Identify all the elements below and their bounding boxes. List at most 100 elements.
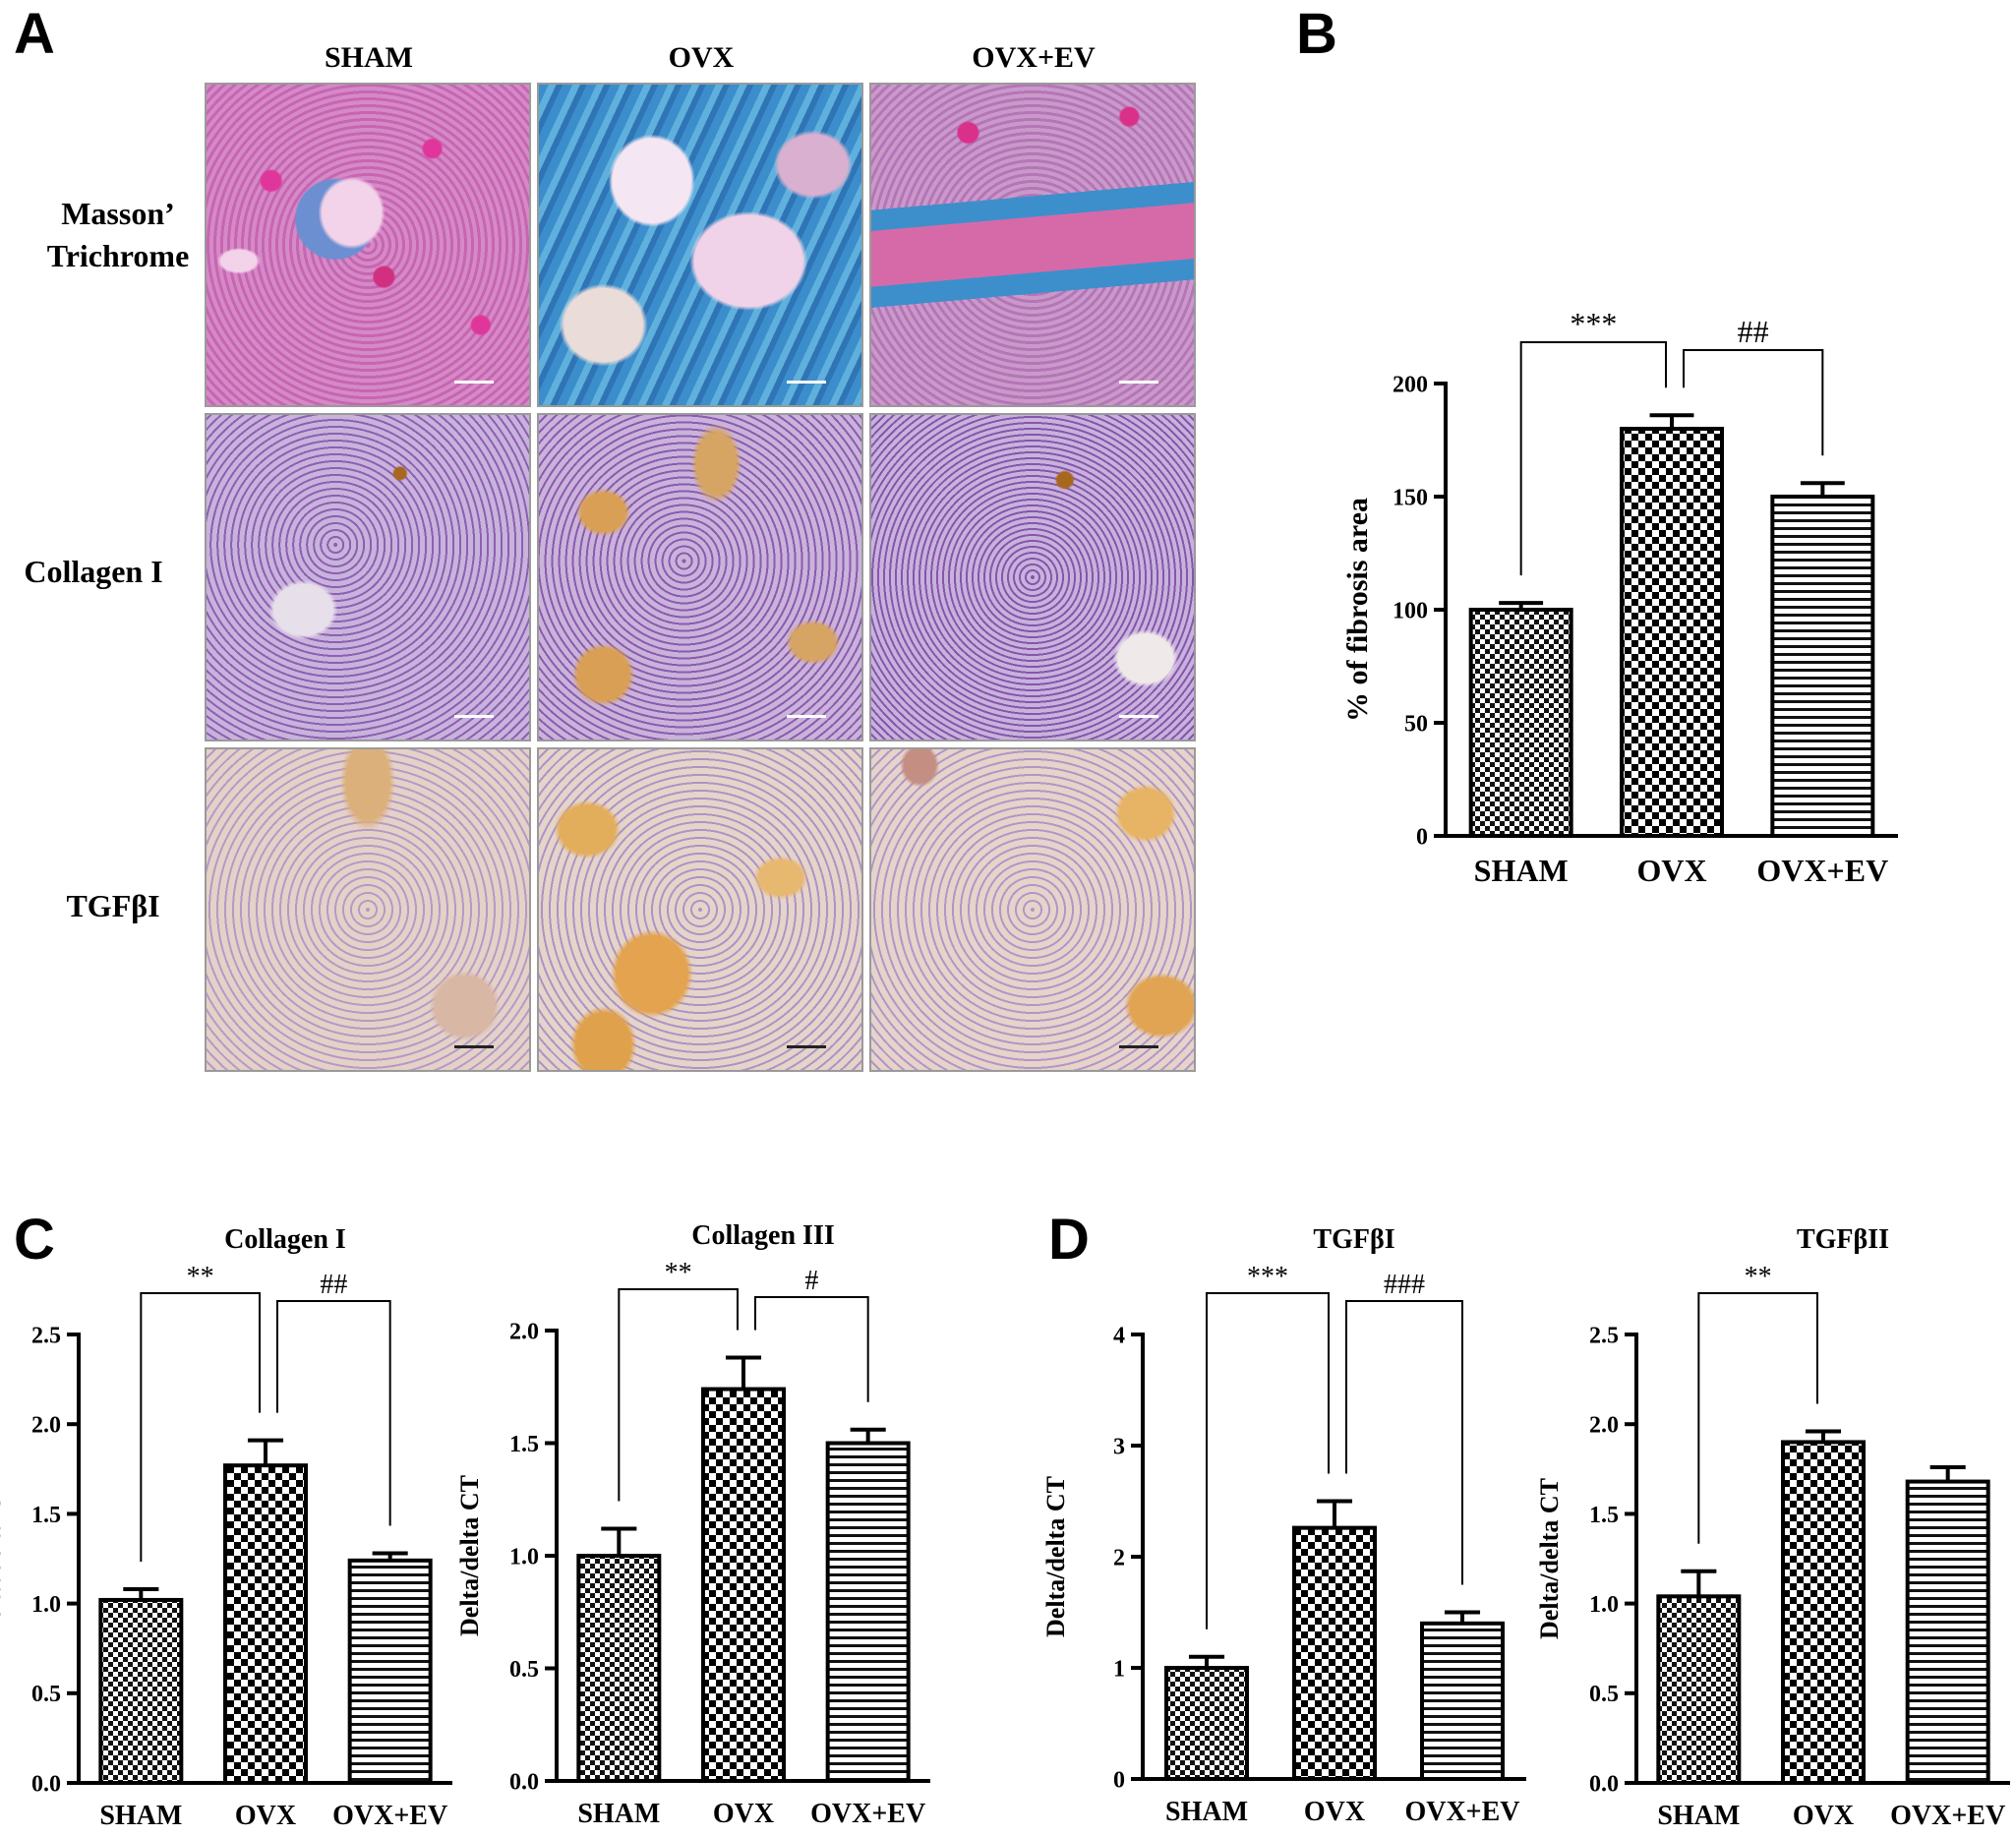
y-tick-label: 50: [1404, 711, 1428, 737]
chart-title: Collagen I: [224, 1224, 346, 1255]
row-header-line: Collagen I: [24, 554, 163, 589]
significance-bracket: [1519, 341, 1667, 576]
y-tick-label: 1.0: [509, 1544, 539, 1570]
significance-bracket: [618, 1288, 739, 1502]
x-tick-label: OVX+EV: [1404, 1797, 1519, 1827]
y-tick-label: 1.5: [31, 1503, 61, 1528]
panel-letter-a: A: [14, 2, 55, 66]
panel-letter-d: D: [1048, 1208, 1090, 1272]
y-tick-label: 0.0: [31, 1771, 61, 1797]
significance-label: ##: [1738, 314, 1769, 349]
significance-label: **: [1745, 1262, 1772, 1292]
x-tick-label: OVX: [1304, 1797, 1365, 1827]
y-axis-label: % of fibrosis area: [1341, 498, 1374, 722]
row-header-masson-trichrome: Masson’ Trichrome: [30, 193, 207, 277]
x-tick-label: OVX+EV: [332, 1801, 447, 1831]
x-tick-label: OVX+EV: [1756, 853, 1888, 888]
scale-bar: [787, 715, 826, 718]
x-tick-label: OVX: [1636, 853, 1706, 888]
x-tick-label: OVX: [713, 1799, 774, 1829]
scale-bar: [1119, 381, 1158, 384]
chart-title: TGFβII: [1797, 1224, 1889, 1255]
chart-title: Collagen III: [691, 1220, 834, 1251]
y-tick-label: 1: [1113, 1656, 1125, 1682]
scale-bar: [454, 381, 494, 384]
significance-bracket: [276, 1300, 391, 1526]
row-header-tgfbi: TGFβI: [39, 885, 187, 927]
significance-label: **: [665, 1258, 692, 1288]
x-tick-label: SHAM: [1657, 1801, 1740, 1831]
bar: [825, 1441, 911, 1783]
scale-bar: [454, 715, 494, 718]
significance-bracket: [1697, 1292, 1818, 1544]
bar: [1292, 1525, 1377, 1781]
scale-bar: [1119, 1045, 1158, 1048]
micrograph-tgfbi-ovx-ev: [869, 747, 1196, 1072]
y-tick-label: 4: [1113, 1323, 1125, 1348]
significance-bracket: [1345, 1300, 1463, 1585]
bar: [1656, 1594, 1742, 1785]
x-tick-label: SHAM: [1474, 853, 1569, 888]
panel-letter-c: C: [14, 1208, 55, 1272]
scale-bar: [787, 1045, 826, 1048]
significance-label: ##: [320, 1270, 347, 1300]
scale-bar: [787, 381, 826, 384]
bar: [576, 1554, 662, 1783]
y-tick-label: 2.0: [509, 1319, 539, 1344]
y-tick-label: 0: [1416, 824, 1428, 850]
significance-label: **: [187, 1262, 214, 1292]
significance-bracket: [1206, 1292, 1330, 1630]
bar: [1420, 1621, 1505, 1782]
y-tick-label: 1.0: [31, 1592, 61, 1618]
y-tick-label: 2.0: [31, 1413, 61, 1439]
y-tick-label: 100: [1393, 598, 1428, 623]
x-tick-label: OVX+EV: [1890, 1801, 2005, 1831]
row-header-line: TGFβI: [66, 888, 160, 923]
bar: [1781, 1440, 1866, 1785]
y-tick-label: 0.0: [509, 1769, 539, 1795]
y-tick-label: 0.5: [31, 1682, 61, 1707]
micrograph-trichrome-sham: [205, 83, 531, 407]
y-tick-label: 150: [1393, 485, 1428, 510]
bar: [1905, 1479, 1990, 1785]
row-header-collagen-i: Collagen I: [0, 551, 187, 593]
y-tick-label: 2.0: [1589, 1413, 1619, 1439]
bar: [98, 1597, 184, 1786]
scale-bar: [1119, 715, 1158, 718]
y-tick-label: 2.5: [1589, 1323, 1619, 1348]
y-tick-label: 2.5: [31, 1323, 61, 1348]
bar: [1620, 427, 1724, 838]
bar: [1770, 495, 1875, 838]
micrograph-trichrome-ovx-ev: [869, 83, 1196, 407]
micrograph-collagen-ovx-ev: [869, 413, 1196, 741]
y-tick-label: 0.0: [1589, 1771, 1619, 1797]
scale-bar: [454, 1045, 494, 1048]
x-tick-label: SHAM: [1165, 1797, 1248, 1827]
micrograph-collagen-ovx: [537, 413, 863, 741]
y-tick-label: 3: [1113, 1434, 1125, 1459]
significance-label: #: [804, 1266, 818, 1296]
column-header-ovx-ev: OVX+EV: [972, 41, 1096, 74]
row-header-line: Masson’: [61, 196, 175, 231]
y-axis-label: Delta/delta CT: [0, 1478, 6, 1639]
y-tick-label: 200: [1393, 372, 1428, 397]
micrograph-trichrome-ovx: [537, 83, 863, 407]
significance-label: ***: [1570, 306, 1617, 341]
x-tick-label: OVX+EV: [810, 1799, 925, 1829]
significance-label: ###: [1384, 1270, 1425, 1300]
bar: [347, 1558, 433, 1785]
significance-label: ***: [1247, 1262, 1288, 1292]
y-tick-label: 0: [1113, 1767, 1125, 1793]
chart-title: TGFβI: [1313, 1224, 1394, 1255]
bar: [1468, 608, 1573, 838]
x-tick-label: SHAM: [577, 1799, 660, 1829]
bar: [223, 1463, 308, 1785]
y-tick-label: 2: [1113, 1545, 1125, 1570]
significance-bracket: [140, 1292, 261, 1563]
bar: [701, 1387, 786, 1784]
row-header-line: Trichrome: [46, 238, 190, 274]
y-tick-label: 1.5: [1589, 1503, 1619, 1528]
